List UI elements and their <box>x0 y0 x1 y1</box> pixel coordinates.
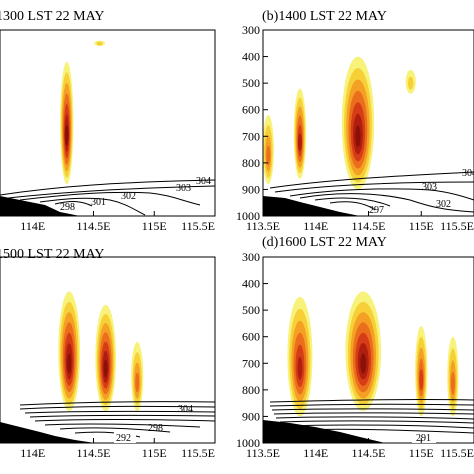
contour-label: 302 <box>121 191 136 202</box>
y-tick-label: 600 <box>242 330 260 344</box>
y-tick-label: 800 <box>242 156 260 170</box>
panel-b: (b)1400 LST 22 MAY 304 303 302 297 300 40… <box>236 9 474 233</box>
y-tick-label: 400 <box>242 50 260 64</box>
panel-a-shading <box>60 40 106 185</box>
panel-b-title: (b)1400 LST 22 MAY <box>262 9 387 24</box>
y-tick-label: 600 <box>242 103 260 117</box>
contour-label: 298 <box>148 423 163 434</box>
shade-cell <box>407 76 414 90</box>
panel-a-contours <box>0 179 215 216</box>
y-tick-label: 700 <box>242 356 260 370</box>
x-tick-label: 114E <box>303 446 328 460</box>
shade-cell <box>103 359 108 378</box>
shade-cell <box>297 133 302 152</box>
panel-b-shading <box>263 56 416 190</box>
panel-b-x-ticks: 113.5E 114E 114.5E 115E 115.5E <box>246 211 474 233</box>
contour-label: 303 <box>422 182 437 193</box>
x-tick-label: 114.5E <box>352 446 386 460</box>
contour-label: 304 <box>462 168 474 179</box>
contour-label: 304 <box>196 176 211 187</box>
x-tick-label: 115.5E <box>440 446 474 460</box>
y-tick-label: 300 <box>242 23 260 37</box>
panel-a-title: 1300 LST 22 MAY <box>0 9 105 24</box>
y-tick-label: 900 <box>242 409 260 423</box>
panel-a-frame <box>0 29 216 217</box>
panel-a-x-ticks: 114E 114.5E 115E 115.5E <box>20 211 216 233</box>
contour-label: 298 <box>60 202 75 213</box>
contour-label: 292 <box>116 433 131 444</box>
shade-cell <box>64 125 69 146</box>
shade-cell <box>266 145 271 166</box>
x-tick-label: 115E <box>142 219 167 233</box>
panel-c-title: 1500 LST 22 MAY <box>0 247 105 262</box>
panel-c-contours <box>19 401 215 438</box>
x-tick-label: 114.5E <box>352 219 386 233</box>
contour-label: 304 <box>178 404 193 415</box>
x-tick-label: 114E <box>20 446 45 460</box>
x-tick-label: 114E <box>303 219 328 233</box>
y-tick-label: 700 <box>242 129 260 143</box>
panel-a-terrain <box>0 196 80 216</box>
contour-label: 301 <box>91 197 106 208</box>
x-tick-label: 114.5E <box>77 219 111 233</box>
panel-d: (d)1600 LST 22 MAY 291 300 400 500 600 700 80… <box>236 235 474 460</box>
contour-label: 303 <box>176 183 191 194</box>
y-tick-label: 1000 <box>236 209 260 223</box>
x-tick-label: 115E <box>409 219 434 233</box>
y-tick-label: 300 <box>242 250 260 264</box>
panel-c-x-ticks: 114E 114.5E 115E 115.5E <box>20 438 216 460</box>
x-tick-label: 115E <box>142 446 167 460</box>
panel-b-terrain <box>263 196 360 216</box>
panel-d-terrain <box>263 420 385 443</box>
x-tick-label: 113.5E <box>246 219 280 233</box>
shade-cell <box>419 369 424 391</box>
panel-d-shading <box>287 291 459 417</box>
shade-cell <box>360 353 367 374</box>
shade-cell <box>355 125 361 148</box>
contour-label: 297 <box>369 205 384 216</box>
y-tick-label: 500 <box>242 76 260 90</box>
x-tick-label: 115.5E <box>440 219 474 233</box>
panel-d-title: (d)1600 LST 22 MAY <box>262 235 387 250</box>
panel-d-y-ticks: 300 400 500 600 700 800 900 1000 <box>236 250 268 450</box>
contour-label: 302 <box>436 199 451 210</box>
panel-a: 1300 LST 22 MAY 304 303 302 301 298 114E… <box>0 9 216 233</box>
shade-cell <box>135 372 140 393</box>
panel-c-terrain <box>0 422 95 443</box>
x-tick-label: 113.5E <box>246 446 280 460</box>
panel-b-contours <box>269 171 474 213</box>
panel-b-y-ticks: 300 400 500 600 700 800 900 1000 <box>236 23 268 223</box>
y-tick-label: 900 <box>242 182 260 196</box>
x-tick-label: 114.5E <box>77 446 111 460</box>
panel-c-frame <box>0 256 216 444</box>
panel-c: 1500 LST 22 MAY 304 298 292 114E 114.5E 11… <box>0 247 216 460</box>
panel-d-x-ticks: 113.5E 114E 114.5E 115E 115.5E <box>246 438 474 460</box>
y-tick-label: 1000 <box>236 436 260 450</box>
shade-cell <box>96 41 103 46</box>
contour-label: 291 <box>416 433 431 444</box>
x-tick-label: 114E <box>20 219 45 233</box>
panel-c-shading <box>58 291 144 412</box>
shade-cell <box>450 372 455 395</box>
shade-cell <box>297 356 303 380</box>
x-tick-label: 115E <box>409 446 434 460</box>
shade-cell <box>67 353 72 374</box>
x-tick-label: 115.5E <box>181 446 215 460</box>
panel-d-contours <box>269 399 474 434</box>
y-tick-label: 400 <box>242 277 260 291</box>
y-tick-label: 500 <box>242 303 260 317</box>
x-tick-label: 115.5E <box>181 219 215 233</box>
y-tick-label: 800 <box>242 383 260 397</box>
